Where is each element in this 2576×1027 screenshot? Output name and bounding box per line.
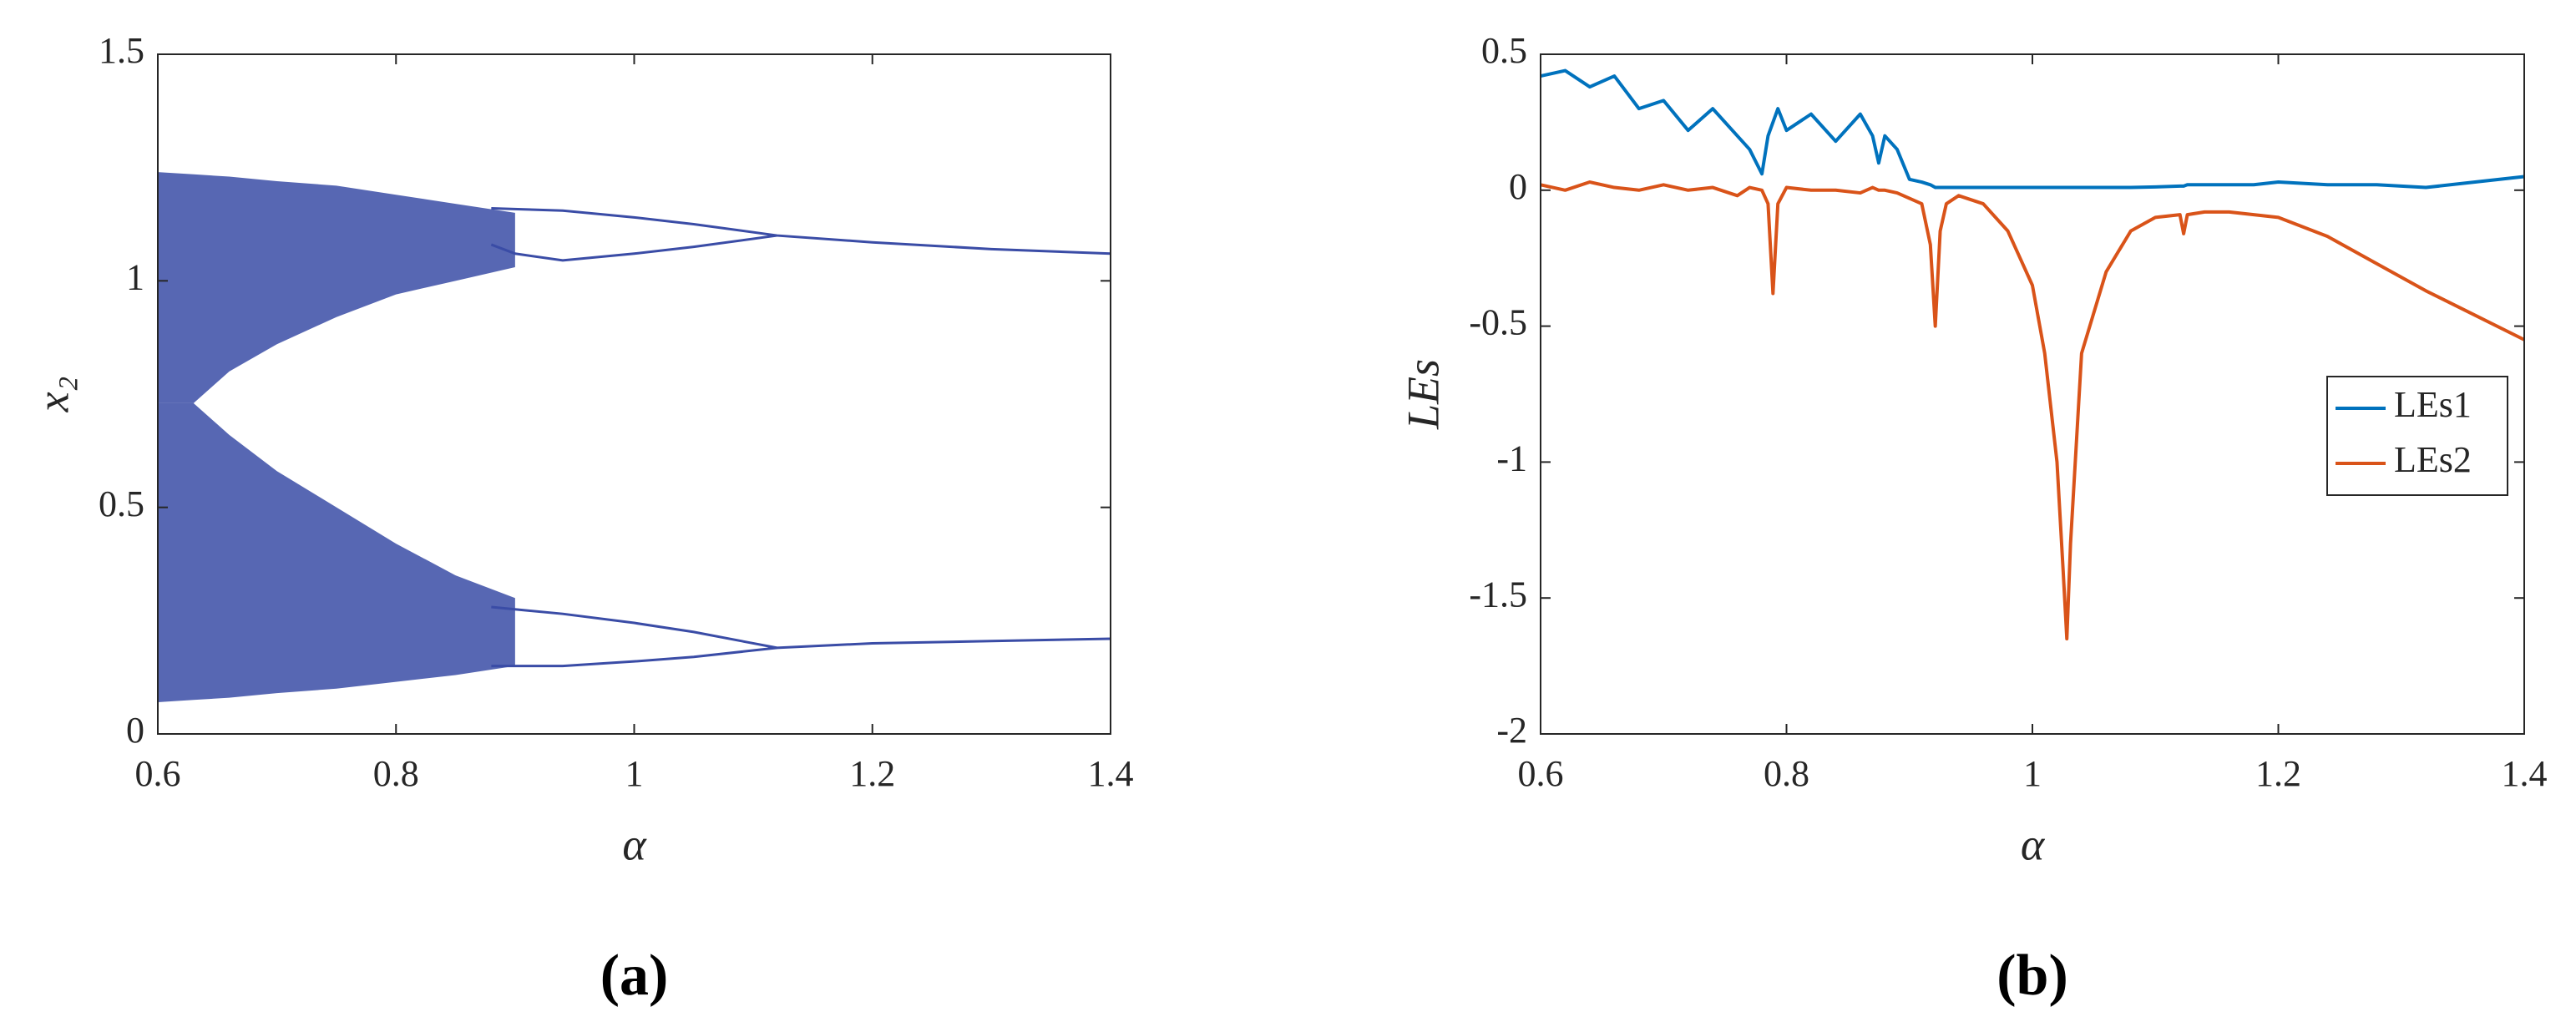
- y-axis-label: x₂: [28, 377, 78, 413]
- y-tick-label: 0: [126, 710, 144, 751]
- legend: LEs1 LEs2: [2326, 376, 2508, 496]
- legend-label: LEs2: [2394, 439, 2472, 480]
- bifurcation-band: [158, 402, 515, 703]
- series-line: [1540, 68, 2525, 190]
- y-tick-label: -0.5: [1469, 302, 1527, 343]
- y-tick-label: 0: [1509, 166, 1527, 207]
- y-tick-label: 0.5: [1481, 30, 1527, 71]
- x-tick-label: 1: [2023, 753, 2042, 794]
- x-axis-label: α: [2021, 819, 2046, 869]
- bifurcation-branch: [491, 207, 1111, 255]
- x-tick-label: 1: [625, 753, 644, 794]
- y-tick-label: 1.5: [99, 30, 144, 71]
- y-tick-label: 0.5: [99, 483, 144, 524]
- x-tick-label: 1.2: [849, 753, 895, 794]
- x-tick-label: 0.8: [1764, 753, 1809, 794]
- y-axis-label: LEs: [1398, 359, 1448, 430]
- bifurcation-band: [158, 172, 515, 403]
- x-tick-label: 0.6: [1518, 753, 1564, 794]
- x-tick-label: 1.4: [1088, 753, 1134, 794]
- y-tick-label: -2: [1496, 710, 1527, 751]
- legend-label: LEs1: [2394, 384, 2472, 425]
- x-axis-label: α: [622, 819, 647, 869]
- bifurcation-branch: [491, 646, 777, 668]
- y-tick-label: -1: [1496, 438, 1527, 478]
- x-tick-label: 0.6: [135, 753, 181, 794]
- x-tick-label: 1.4: [2502, 753, 2548, 794]
- y-tick-label: -1.5: [1469, 574, 1527, 615]
- series-line: [1540, 180, 2525, 641]
- panel-label: (b): [1997, 944, 2068, 1008]
- plot: 0.6 0.8 1 1.2 1.4 -2 -1.5 -1 -0.5 0 0.5 α LEs (b) LEs1…: [1398, 30, 2547, 1008]
- bifurcation-branch: [490, 234, 777, 262]
- plot: 0.6 0.8 1 1.2 1.4 0 0.5 1 1.5 α x₂ (a): [28, 30, 1133, 1008]
- y-tick-label: 1: [126, 256, 144, 297]
- x-tick-label: 1.2: [2255, 753, 2301, 794]
- x-tick-label: 0.8: [373, 753, 419, 794]
- legend-box: [2326, 376, 2508, 496]
- bifurcation-branch: [491, 605, 1111, 650]
- panel-label: (a): [600, 944, 669, 1008]
